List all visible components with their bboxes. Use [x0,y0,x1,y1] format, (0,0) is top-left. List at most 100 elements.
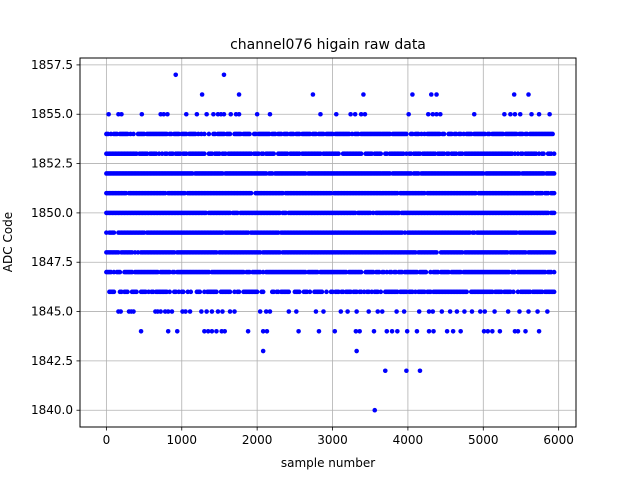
data-point [505,309,511,314]
data-point [232,309,237,314]
data-point [404,329,410,334]
x-tick-label: 3000 [317,433,348,447]
data-point [167,289,172,295]
data-point [188,289,194,295]
y-tick-label: 1845.0 [31,305,73,319]
data-point [206,131,212,137]
data-point [551,151,557,156]
data-point [471,111,477,117]
data-point [117,269,123,275]
data-point [508,111,513,117]
data-point [165,309,171,314]
data-point [362,111,368,117]
data-point [426,309,432,314]
data-point [512,111,518,117]
data-point [174,329,180,334]
x-tick-label: 0 [103,433,111,447]
data-point [497,329,503,334]
data-point [187,309,193,314]
data-points [104,72,557,413]
data-point [294,309,299,314]
data-point [526,309,531,314]
data-point [354,309,359,314]
data-point [511,289,516,295]
data-point [485,329,491,334]
data-point [118,309,124,314]
data-point [209,329,215,334]
data-point [434,250,439,255]
data-point [324,289,329,295]
data-point [236,289,242,295]
data-point [414,329,420,334]
data-point [545,309,550,314]
y-tick-label: 1840.0 [31,403,73,417]
data-point [425,111,431,117]
data-point [417,368,423,374]
x-axis-label: sample number [281,456,375,470]
data-point [526,92,531,97]
data-point [358,269,364,275]
data-point [286,289,292,295]
data-point [477,309,483,314]
data-point [345,309,350,314]
data-point [551,230,557,235]
data-point [173,72,179,78]
data-point [316,329,322,334]
data-point [205,329,211,334]
data-point [482,309,488,314]
data-point [536,329,542,334]
data-point [180,289,186,295]
data-point [119,111,124,117]
y-tick-label: 1847.5 [31,255,73,269]
data-point [125,289,130,295]
data-point [286,309,292,314]
data-point [550,131,555,137]
x-tick-label: 1000 [166,433,197,447]
data-point [551,289,557,295]
data-point [354,348,359,354]
data-point [296,329,301,334]
data-point [158,309,163,314]
data-point [502,111,507,117]
data-point [260,348,266,354]
data-point [214,289,219,295]
data-point [257,309,263,314]
data-point [271,151,277,156]
data-point [438,111,443,117]
data-point [469,309,475,314]
data-point [260,289,266,295]
data-point [490,329,495,334]
data-point [434,111,439,117]
data-point [204,111,209,117]
y-tick-label: 1852.5 [31,157,73,171]
data-point [236,111,242,117]
data-point [426,329,432,334]
data-point [389,329,395,334]
data-point [551,210,557,216]
data-point [372,407,378,413]
data-point [310,92,316,97]
data-point [221,72,227,78]
data-point [404,368,409,374]
data-point [401,309,407,314]
data-point [247,131,252,137]
data-point [464,289,470,295]
data-point [410,92,415,97]
data-point [131,131,136,137]
data-point [439,309,445,314]
data-point [332,329,338,334]
data-point [267,111,273,117]
data-point [254,111,260,117]
data-point [353,329,359,334]
data-point [165,111,170,117]
data-point [313,309,319,314]
data-point [430,309,436,314]
data-point [169,309,175,314]
data-point [161,111,166,117]
data-point [139,111,145,117]
data-point [404,131,409,137]
data-point [264,329,270,334]
data-point [333,111,339,117]
data-point [462,309,467,314]
